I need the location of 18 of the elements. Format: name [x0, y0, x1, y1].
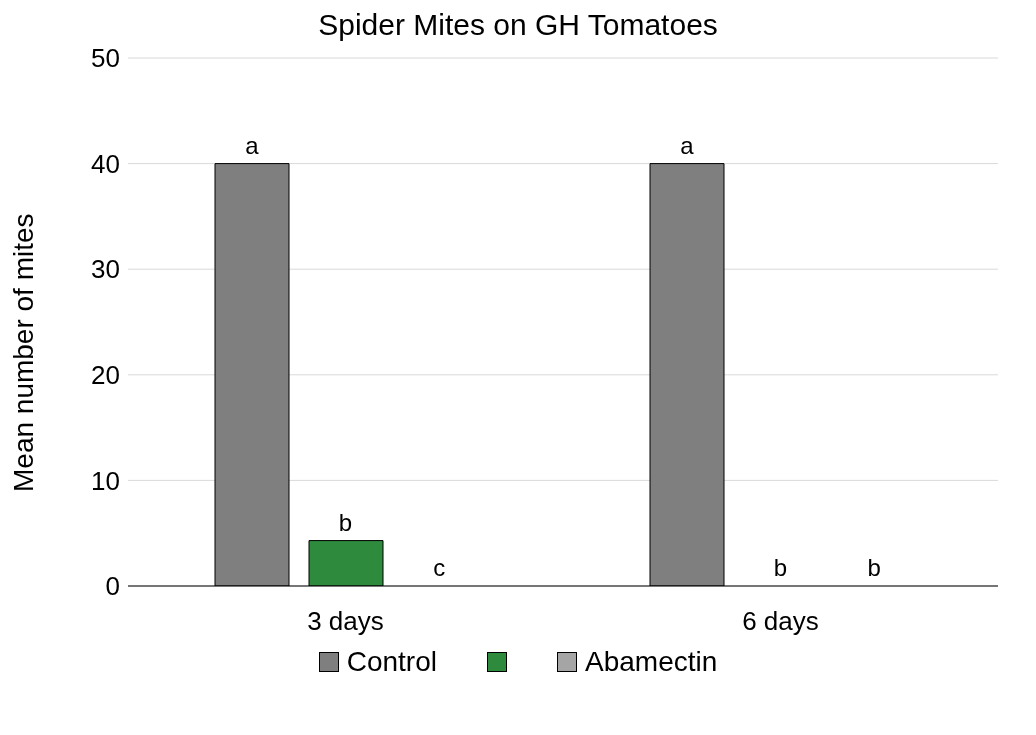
annotation: a [680, 131, 695, 159]
annotation: a [245, 131, 260, 159]
annotation: b [867, 554, 881, 581]
y-axis-title: Mean number of mites [7, 213, 39, 492]
y-tick-label: 40 [91, 148, 120, 179]
y-tick-label: 30 [91, 254, 120, 285]
chart-title: Spider Mites on GH Tomatoes [318, 8, 718, 41]
x-tick-label: 3 days [307, 606, 384, 637]
legend-label: Abamectin [584, 646, 718, 678]
y-tick-label: 10 [91, 465, 120, 496]
annotation: b [773, 554, 788, 581]
annotation: c [433, 554, 446, 581]
y-tick-label: 0 [105, 571, 120, 602]
legend-label: Control [346, 646, 437, 678]
y-tick-label: 20 [91, 360, 120, 391]
y-tick-label: 50 [91, 43, 120, 74]
annotation: b [338, 508, 353, 536]
x-tick-label: 6 days [742, 606, 819, 637]
